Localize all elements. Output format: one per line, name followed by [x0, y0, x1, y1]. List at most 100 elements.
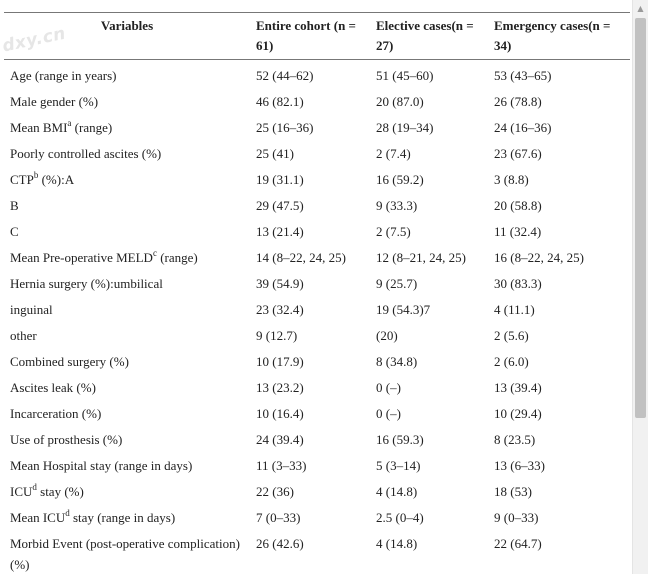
scroll-up-arrow-icon[interactable]: ▲ — [637, 3, 644, 13]
row-label-suffix: (range) — [71, 120, 113, 135]
elective-value: 28 (19–34) — [376, 120, 434, 135]
footnote-marker: d — [32, 481, 37, 492]
row-label: Morbid Event (post-operative complicatio… — [10, 536, 240, 572]
emergency-value: 26 (78.8) — [494, 94, 542, 109]
table-row: Combined surgery (%) 10 (17.9) 8 (34.8) 2 (… — [4, 349, 630, 375]
row-label: Use of prosthesis (%) — [10, 432, 123, 447]
table-row: Incarceration (%) 10 (16.4) 0 (–) 10 (29.4) — [4, 401, 630, 427]
row-label: Poorly controlled ascites (%) — [10, 146, 162, 161]
entire-cohort-value: 25 (16–36) — [256, 120, 314, 135]
emergency-value: 9 (0–33) — [494, 510, 539, 525]
emergency-value: 3 (8.8) — [494, 172, 529, 187]
vertical-scrollbar[interactable]: ▲ — [632, 0, 648, 574]
emergency-value: 10 (29.4) — [494, 406, 542, 421]
entire-cohort-value: 52 (44–62) — [256, 68, 314, 83]
header-elective-cases: Elective cases(n = 27) — [370, 12, 488, 60]
header-entire-cohort: Entire cohort (n = 61) — [250, 12, 370, 60]
entire-cohort-value: 46 (82.1) — [256, 94, 304, 109]
row-label-text: Mean ICU — [10, 510, 66, 525]
entire-cohort-value: 13 (23.2) — [256, 380, 304, 395]
emergency-value: 2 (6.0) — [494, 354, 529, 369]
table-row: C 13 (21.4) 2 (7.5) 11 (32.4) — [4, 219, 630, 245]
table-header-row: Variables Entire cohort (n = 61) Electiv… — [4, 12, 630, 60]
elective-value: (20) — [376, 328, 398, 343]
row-label: Ascites leak (%) — [10, 380, 96, 395]
entire-cohort-value: 26 (42.6) — [256, 536, 304, 551]
elective-value: 0 (–) — [376, 406, 401, 421]
emergency-value: 13 (6–33) — [494, 458, 545, 473]
row-label: Age (range in years) — [10, 68, 117, 83]
row-label-text: Mean BMI — [10, 120, 68, 135]
emergency-value: 30 (83.3) — [494, 276, 542, 291]
entire-cohort-value: 23 (32.4) — [256, 302, 304, 317]
row-label: Mean ICUd stay (range in days) — [4, 505, 250, 531]
elective-value: 16 (59.3) — [376, 432, 424, 447]
table-row: Male gender (%) 46 (82.1) 20 (87.0) 26 (78.… — [4, 89, 630, 115]
entire-cohort-value: 9 (12.7) — [256, 328, 298, 343]
emergency-value: 8 (23.5) — [494, 432, 536, 447]
elective-value: 4 (14.8) — [376, 484, 418, 499]
elective-value: 2 (7.5) — [376, 224, 411, 239]
row-label-suffix: stay (%) — [36, 484, 84, 499]
footnote-marker: c — [152, 247, 157, 258]
row-label-text: CTP — [10, 172, 34, 187]
entire-cohort-value: 11 (3–33) — [256, 458, 307, 473]
entire-cohort-value: 29 (47.5) — [256, 198, 304, 213]
row-label: Mean Hospital stay (range in days) — [10, 458, 193, 473]
entire-cohort-value: 13 (21.4) — [256, 224, 304, 239]
entire-cohort-value: 39 (54.9) — [256, 276, 304, 291]
row-label: B — [10, 198, 19, 213]
row-label: Mean Pre-operative MELDc (range) — [4, 245, 250, 271]
entire-cohort-value: 25 (41) — [256, 146, 294, 161]
table-row: Hernia surgery (%):umbilical 39 (54.9) 9 (… — [4, 271, 630, 297]
row-label: Combined surgery (%) — [10, 354, 129, 369]
footnote-marker: b — [33, 169, 39, 180]
elective-value: 2 (7.4) — [376, 146, 411, 161]
elective-value: 16 (59.2) — [376, 172, 424, 187]
header-variables: Variables — [4, 12, 250, 60]
table-row: Age (range in years) 52 (44–62) 51 (45–60)… — [4, 60, 630, 90]
entire-cohort-value: 19 (31.1) — [256, 172, 304, 187]
header-emergency-cases: Emergency cases(n = 34) — [488, 12, 630, 60]
row-label: Incarceration (%) — [10, 406, 102, 421]
row-label: CTPb (%):A — [4, 167, 250, 193]
row-label-text: Mean Pre-operative MELD — [10, 250, 153, 265]
elective-value: 51 (45–60) — [376, 68, 434, 83]
elective-value: 5 (3–14) — [376, 458, 421, 473]
emergency-value: 24 (16–36) — [494, 120, 552, 135]
footnote-marker: a — [67, 117, 72, 128]
document-view: dxy.cn Variables Entire cohort (n = 61) … — [0, 0, 632, 574]
emergency-value: 4 (11.1) — [494, 302, 535, 317]
footnote-marker: d — [65, 507, 70, 518]
elective-value: 0 (–) — [376, 380, 401, 395]
emergency-value: 22 (64.7) — [494, 536, 542, 551]
elective-value: 8 (34.8) — [376, 354, 418, 369]
emergency-value: 11 (32.4) — [494, 224, 542, 239]
table-row: B 29 (47.5) 9 (33.3) 20 (58.8) — [4, 193, 630, 219]
emergency-value: 16 (8–22, 24, 25) — [494, 250, 584, 265]
table-row: Use of prosthesis (%) 24 (39.4) 16 (59.3) 8… — [4, 427, 630, 453]
row-label: Mean BMIa (range) — [4, 115, 250, 141]
row-label: C — [10, 224, 19, 239]
elective-value: 4 (14.8) — [376, 536, 418, 551]
emergency-value: 2 (5.6) — [494, 328, 529, 343]
row-label: Male gender (%) — [10, 94, 99, 109]
row-label-suffix: (range) — [156, 250, 198, 265]
row-label: inguinal — [10, 302, 53, 317]
table-row: Poorly controlled ascites (%) 25 (41) 2 (7… — [4, 141, 630, 167]
elective-value: 2.5 (0–4) — [376, 510, 424, 525]
row-label-suffix: stay (range in days) — [69, 510, 176, 525]
emergency-value: 20 (58.8) — [494, 198, 542, 213]
emergency-value: 18 (53) — [494, 484, 532, 499]
table-row: ICUd stay (%) 22 (36) 4 (14.8) 18 (53) — [4, 479, 630, 505]
emergency-value: 13 (39.4) — [494, 380, 542, 395]
entire-cohort-value: 7 (0–33) — [256, 510, 301, 525]
table-row: Morbid Event (post-operative complicatio… — [4, 531, 630, 574]
table-row: Mean Pre-operative MELDc (range) 14 (8–22… — [4, 245, 630, 271]
table-row: inguinal 23 (32.4) 19 (54.3)7 4 (11.1) — [4, 297, 630, 323]
elective-value: 9 (25.7) — [376, 276, 418, 291]
table-row: Mean Hospital stay (range in days) 11 (3–… — [4, 453, 630, 479]
scrollbar-thumb[interactable] — [635, 18, 646, 418]
table-row: other 9 (12.7) (20) 2 (5.6) — [4, 323, 630, 349]
elective-value: 19 (54.3)7 — [376, 302, 431, 317]
